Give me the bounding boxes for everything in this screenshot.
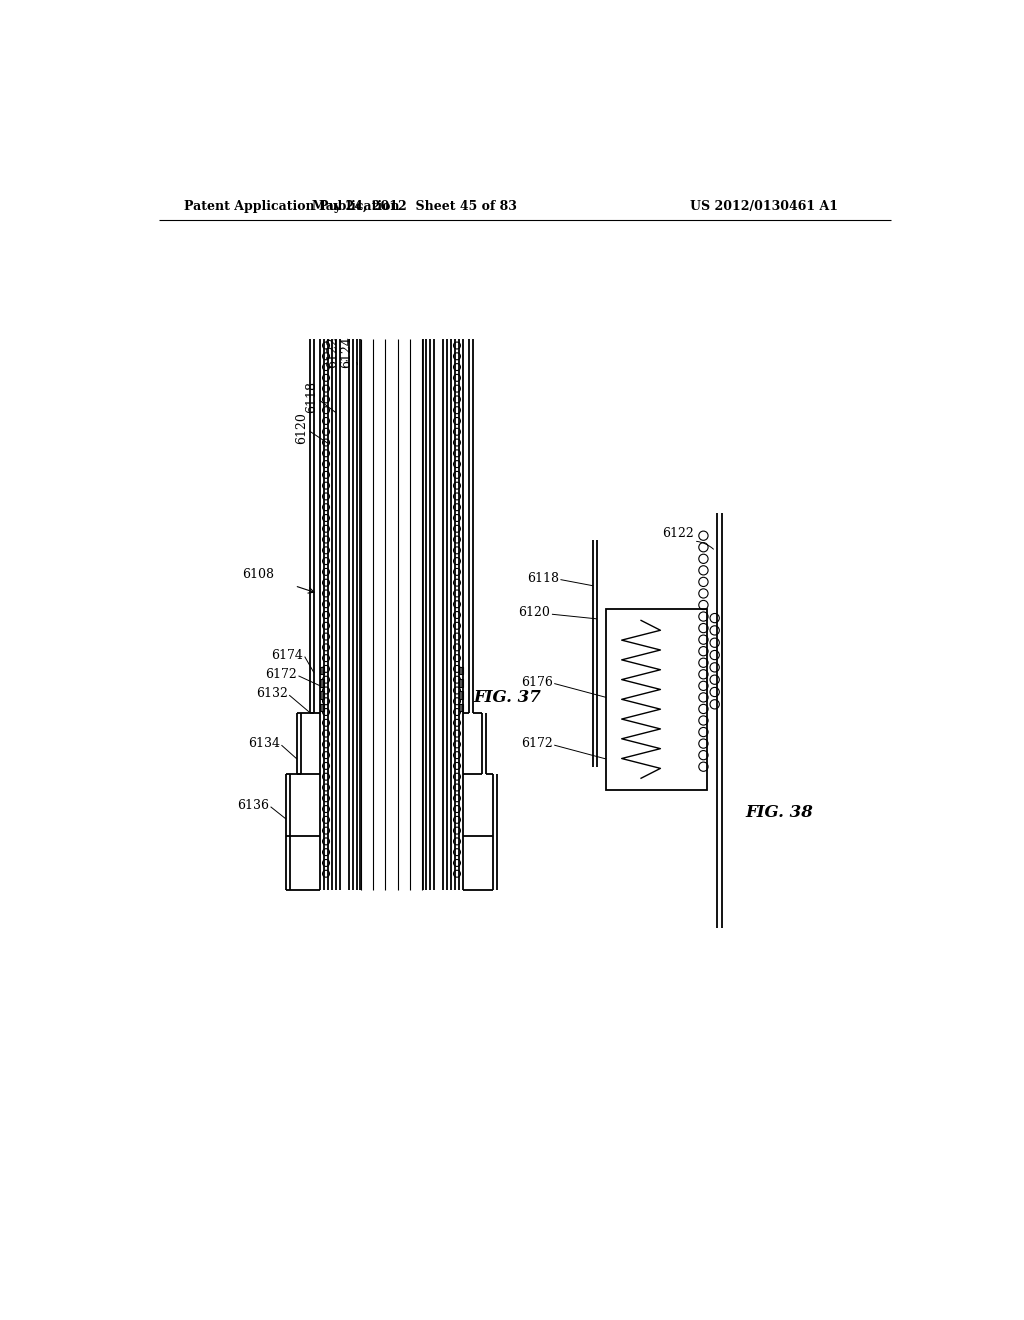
Text: US 2012/0130461 A1: US 2012/0130461 A1 bbox=[689, 199, 838, 213]
Text: 6122: 6122 bbox=[663, 527, 694, 540]
Text: 6122: 6122 bbox=[326, 337, 339, 368]
Text: 6176: 6176 bbox=[521, 676, 553, 689]
Bar bbox=[459, 678, 463, 686]
Text: 6120: 6120 bbox=[518, 606, 550, 619]
Text: FIG. 38: FIG. 38 bbox=[745, 804, 813, 821]
Text: 6134: 6134 bbox=[248, 737, 280, 750]
Bar bbox=[321, 704, 324, 711]
Bar bbox=[321, 692, 324, 700]
Text: 6174: 6174 bbox=[271, 648, 303, 661]
Bar bbox=[459, 667, 463, 675]
Text: 6136: 6136 bbox=[237, 799, 269, 812]
Text: Patent Application Publication: Patent Application Publication bbox=[183, 199, 399, 213]
Text: 6132: 6132 bbox=[256, 686, 288, 700]
Text: 6124: 6124 bbox=[340, 337, 352, 368]
Text: FIG. 37: FIG. 37 bbox=[474, 689, 542, 706]
Text: 6172: 6172 bbox=[265, 668, 297, 681]
Bar bbox=[459, 692, 463, 700]
Text: 6108: 6108 bbox=[242, 568, 273, 581]
Bar bbox=[321, 667, 324, 675]
Text: 6118: 6118 bbox=[305, 381, 317, 413]
Bar bbox=[606, 609, 707, 789]
Text: 6118: 6118 bbox=[527, 572, 559, 585]
Text: May 24, 2012  Sheet 45 of 83: May 24, 2012 Sheet 45 of 83 bbox=[312, 199, 517, 213]
Text: 6172: 6172 bbox=[521, 737, 553, 750]
Text: 6120: 6120 bbox=[295, 412, 308, 444]
Bar bbox=[321, 678, 324, 686]
Bar bbox=[459, 704, 463, 711]
